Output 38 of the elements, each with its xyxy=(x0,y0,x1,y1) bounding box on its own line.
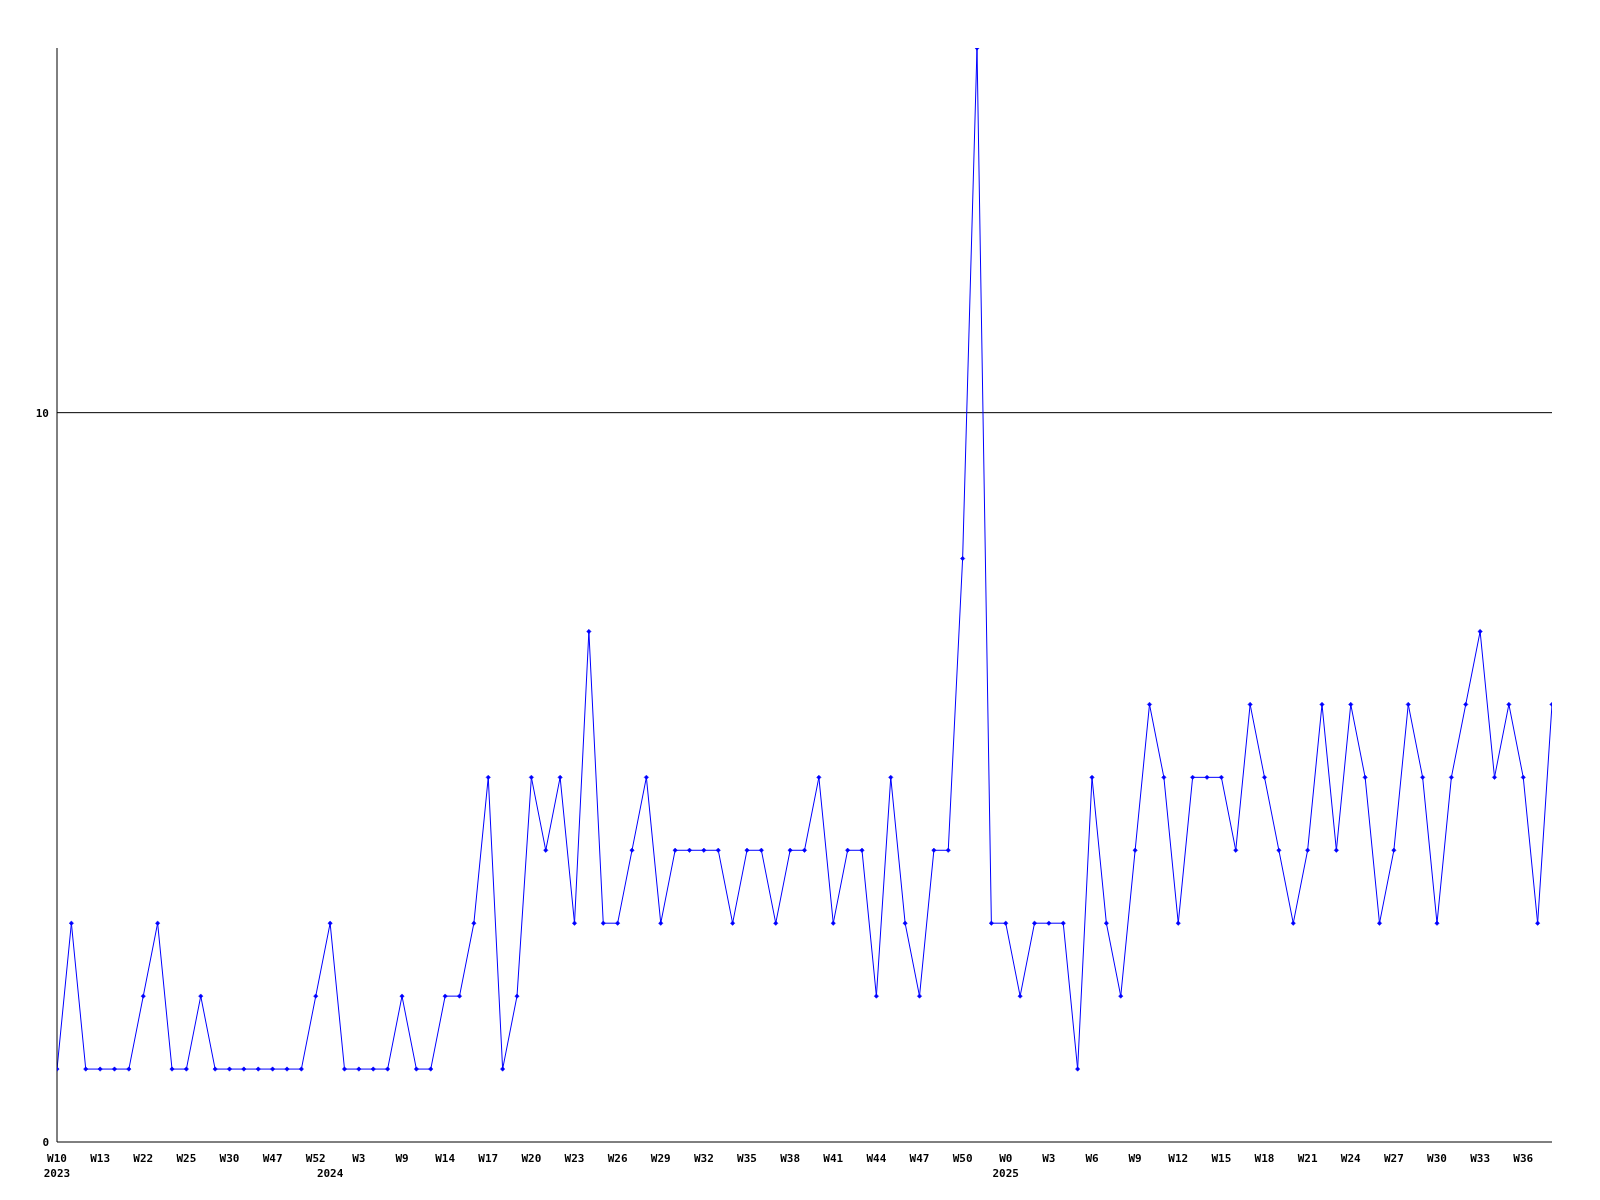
x-tick-label: W50 xyxy=(952,1152,973,1165)
y-tick-label: 0 xyxy=(42,1135,49,1149)
x-tick-label: W17 xyxy=(478,1152,499,1165)
x-tick-label: W32 xyxy=(693,1152,714,1165)
x-tick-label: W9 xyxy=(395,1152,409,1165)
x-tick-label: W23 xyxy=(564,1152,585,1165)
x-tick-label: W41 xyxy=(823,1152,844,1165)
x-tick-label: W18 xyxy=(1254,1152,1275,1165)
x-tick-label: W15 xyxy=(1211,1152,1232,1165)
x-tick-label: W25 xyxy=(176,1152,197,1165)
x-tick-label: W20 xyxy=(521,1152,542,1165)
x-tick-label: W24 xyxy=(1340,1152,1362,1165)
x-tick-label: W9 xyxy=(1128,1152,1142,1165)
x-tick-label: W44 xyxy=(866,1152,887,1165)
x-tick-label: W38 xyxy=(780,1152,801,1165)
x-tick-label: W30 xyxy=(219,1152,240,1165)
x-tick-label: W29 xyxy=(650,1152,671,1165)
x-tick-label: W26 xyxy=(607,1152,628,1165)
x-tick-label: 2024 xyxy=(316,1167,344,1180)
x-tick-label: W10 2023 xyxy=(43,1152,71,1180)
x-tick-label: W47 xyxy=(909,1152,930,1165)
x-tick-label: W22 xyxy=(133,1152,154,1165)
x-tick-label: W3 xyxy=(352,1152,366,1165)
x-tick-label: W12 xyxy=(1168,1152,1189,1165)
x-tick-label: W27 xyxy=(1383,1152,1404,1165)
x-tick-label: W0 2025 xyxy=(992,1152,1019,1180)
x-tick-label: W13 xyxy=(90,1152,111,1165)
x-tick-label: W33 xyxy=(1470,1152,1491,1165)
x-tick-label: W6 xyxy=(1085,1152,1099,1165)
x-tick-label: W47 xyxy=(262,1152,283,1165)
x-tick-label: W35 xyxy=(737,1152,757,1165)
x-tick-label: W52 xyxy=(305,1152,326,1165)
x-tick-label: W21 xyxy=(1297,1152,1318,1165)
x-tick-label: W30 xyxy=(1427,1152,1447,1165)
x-tick-label: W3 xyxy=(1042,1152,1056,1165)
y-tick-label: 10 xyxy=(35,406,49,420)
x-tick-label: W14 xyxy=(435,1152,456,1165)
x-tick-label: W36 xyxy=(1513,1152,1534,1165)
